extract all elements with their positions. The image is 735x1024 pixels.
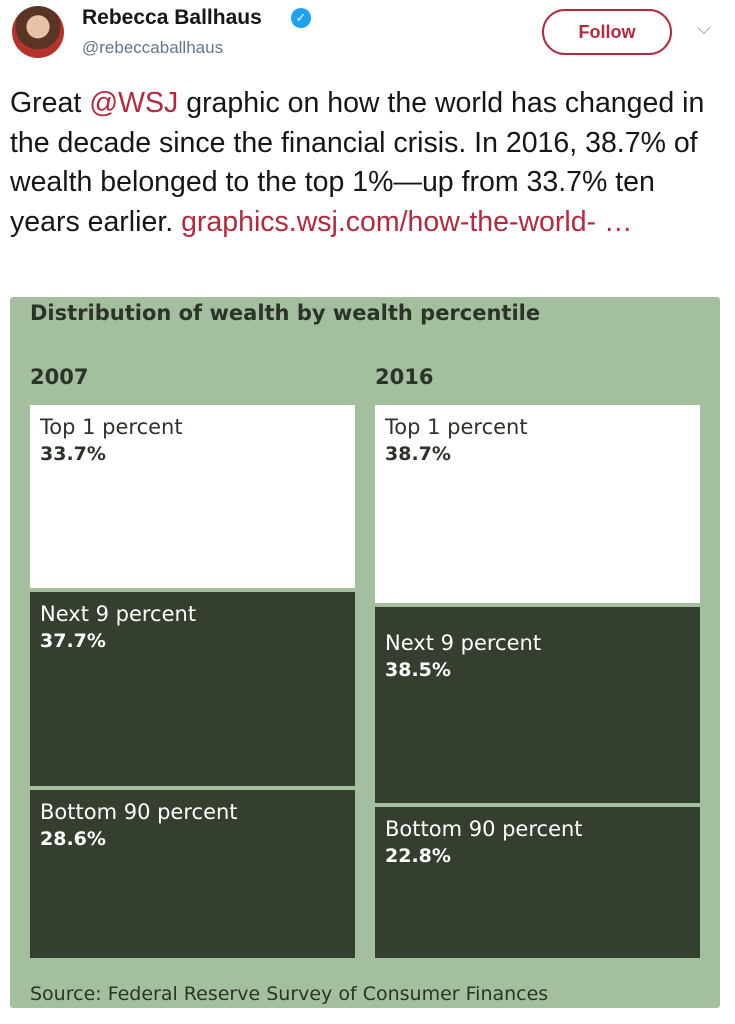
- year-label-2007: 2007: [30, 365, 89, 389]
- graphic-source: Source: Federal Reserve Survey of Consum…: [30, 983, 549, 1005]
- segment-label: Bottom 90 percent: [40, 800, 238, 824]
- segment-2016-next9: Next 9 percent 38.5%: [375, 607, 700, 803]
- user-handle[interactable]: @rebeccaballhaus: [82, 38, 224, 57]
- segment-value: 22.8%: [385, 845, 451, 867]
- verified-badge-icon: ✓: [291, 8, 311, 28]
- segment-value: 37.7%: [40, 630, 106, 652]
- segment-2007-next9: Next 9 percent 37.7%: [30, 592, 355, 786]
- mention-link[interactable]: @WSJ: [89, 87, 179, 119]
- segment-2007-bottom90: Bottom 90 percent 28.6%: [30, 790, 355, 958]
- segment-value: 38.5%: [385, 659, 451, 681]
- user-name[interactable]: Rebecca Ballhaus: [82, 6, 262, 29]
- segment-label: Next 9 percent: [385, 631, 542, 655]
- segment-label: Next 9 percent: [40, 602, 197, 626]
- segment-label: Top 1 percent: [40, 415, 183, 439]
- segment-label: Bottom 90 percent: [385, 817, 583, 841]
- tweet-text-part: graphic on how the world has changed in …: [10, 87, 705, 238]
- segment-value: 28.6%: [40, 828, 106, 850]
- follow-button[interactable]: Follow: [542, 9, 672, 55]
- segment-2016-bottom90: Bottom 90 percent 22.8%: [375, 807, 700, 958]
- segment-value: 38.7%: [385, 443, 451, 465]
- segment-2007-top1: Top 1 percent 33.7%: [30, 405, 355, 588]
- wealth-graphic[interactable]: Distribution of wealth by wealth percent…: [10, 297, 720, 1008]
- tweet-text-part: Great: [10, 87, 90, 119]
- tweet-text: Great @WSJ graphic on how the world has …: [10, 84, 725, 242]
- segment-2016-top1: Top 1 percent 38.7%: [375, 405, 700, 603]
- chevron-down-icon[interactable]: ⌵: [697, 18, 711, 38]
- url-link[interactable]: graphics.wsj.com/how-the-world- …: [181, 205, 633, 238]
- segment-label: Top 1 percent: [385, 415, 528, 439]
- year-label-2016: 2016: [375, 365, 434, 389]
- avatar[interactable]: [12, 6, 64, 58]
- graphic-title: Distribution of wealth by wealth percent…: [30, 301, 541, 325]
- segment-value: 33.7%: [40, 443, 106, 465]
